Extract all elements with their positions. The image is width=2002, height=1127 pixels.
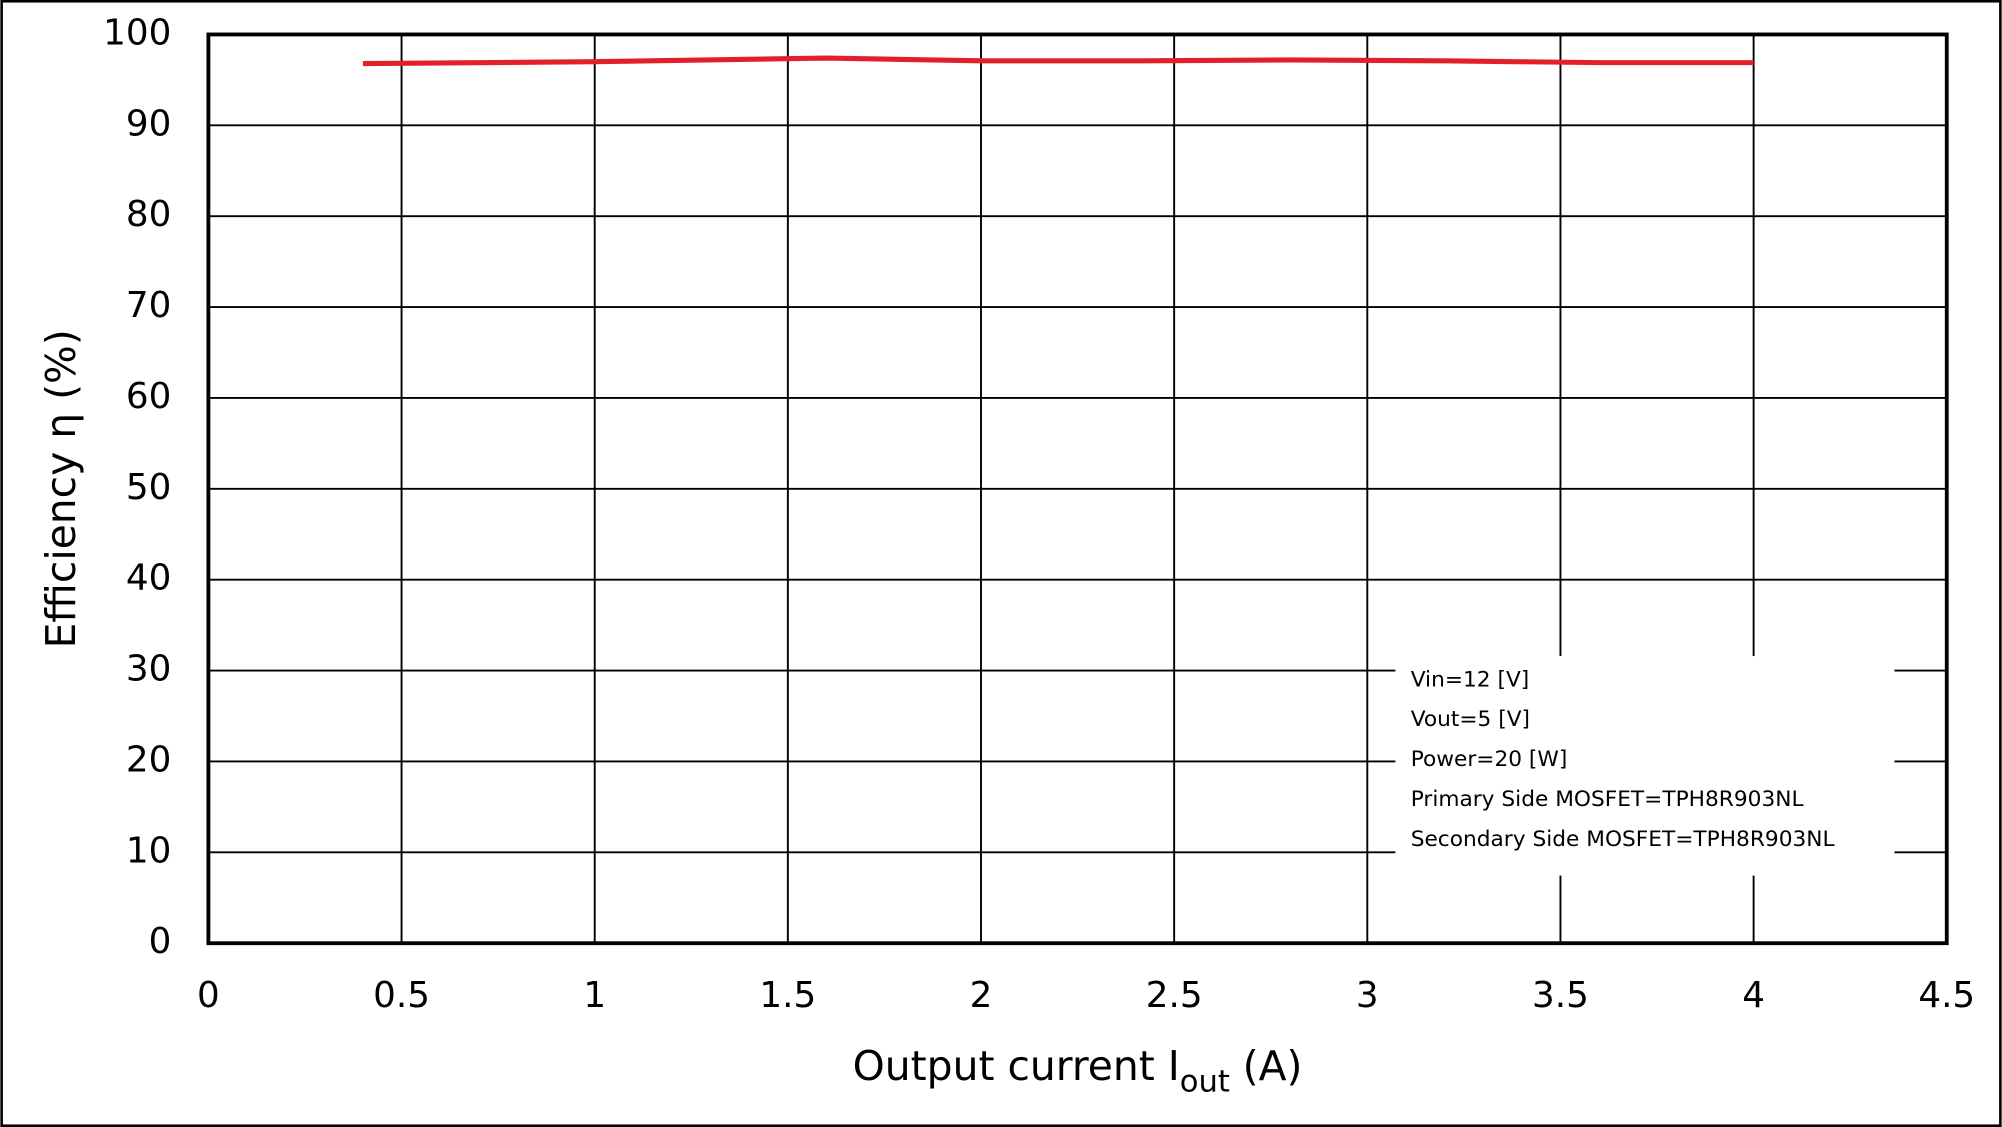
y-tick-label: 100 (103, 12, 171, 53)
plot-border (206, 32, 1949, 946)
x-tick-label: 4 (1742, 975, 1765, 1016)
y-axis-title: Efficiency η (%) (37, 329, 85, 648)
annotation: Vin=12 [V] (1411, 667, 1530, 692)
x-tick-label: 3.5 (1532, 975, 1589, 1016)
annotation: Secondary Side MOSFET=TPH8R903NL (1411, 827, 1835, 852)
x-tick-label: 0.5 (373, 975, 430, 1016)
y-tick-label: 70 (126, 285, 171, 326)
x-axis-title-unit: (A) (1243, 1042, 1303, 1090)
x-tick-label: 3 (1356, 975, 1379, 1016)
y-tick-label: 60 (126, 376, 171, 417)
y-tick-label: 0 (149, 921, 172, 962)
y-tick-label: 10 (126, 830, 171, 871)
y-tick-label: 40 (126, 558, 171, 599)
annotation-box (1395, 656, 1895, 876)
x-tick-label: 4.5 (1918, 975, 1975, 1016)
y-tick-label: 50 (126, 467, 171, 508)
annotation: Primary Side MOSFET=TPH8R903NL (1411, 787, 1804, 812)
x-tick-label: 1 (583, 975, 606, 1016)
annotation: Power=20 [W] (1411, 747, 1568, 772)
y-tick-label: 80 (126, 194, 171, 235)
x-tick-label: 1.5 (759, 975, 816, 1016)
x-axis-title-main: Output current I (853, 1042, 1180, 1090)
x-axis-title: Output current Iout (A) (853, 1042, 1303, 1099)
data-line (362, 55, 1754, 67)
y-tick-label: 20 (126, 739, 171, 780)
y-tick-label: 90 (126, 103, 171, 144)
x-tick-label: 0 (197, 975, 220, 1016)
x-axis-title-sub: out (1180, 1064, 1230, 1099)
annotation: Vout=5 [V] (1411, 707, 1530, 732)
x-tick-label: 2 (970, 975, 993, 1016)
x-tick-label: 2.5 (1146, 975, 1203, 1016)
y-tick-label: 30 (126, 649, 171, 690)
